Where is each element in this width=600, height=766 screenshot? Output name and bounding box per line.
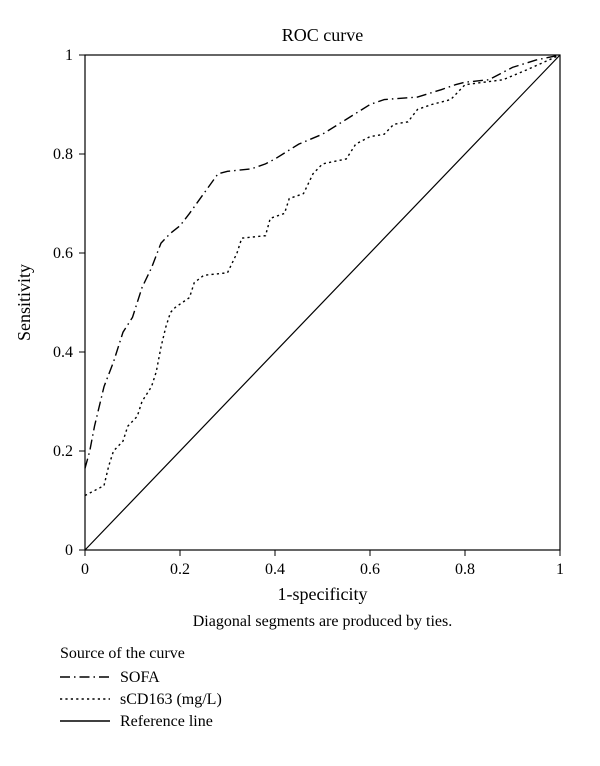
chart-caption: Diagonal segments are produced by ties.	[193, 613, 452, 630]
x-tick-label: 1	[556, 561, 564, 578]
x-tick-label: 0.6	[360, 561, 380, 578]
chart-title: ROC curve	[282, 25, 363, 45]
y-tick-label: 0.2	[53, 443, 73, 460]
x-tick-label: 0.2	[170, 561, 190, 578]
y-tick-label: 0.6	[53, 245, 73, 262]
y-tick-label: 0	[65, 542, 73, 559]
series-sofa	[85, 55, 560, 468]
series-scd163	[85, 55, 560, 496]
chart-svg: 0 0.2 0.4 0.6 0.8 1 0 0.2 0.4 0.6 0.8 1 ROC curve 1-s…	[0, 0, 600, 761]
roc-chart: 0 0.2 0.4 0.6 0.8 1 0 0.2 0.4 0.6 0.8 1 ROC curve 1-s…	[0, 0, 600, 761]
y-tick-label: 0.8	[53, 146, 73, 163]
legend-label: sCD163 (mg/L)	[120, 691, 222, 708]
legend-title: Source of the curve	[60, 645, 185, 662]
x-axis-label: 1-specificity	[278, 584, 368, 604]
y-axis-label: Sensitivity	[14, 264, 34, 341]
y-tick-label: 0.4	[53, 344, 73, 361]
x-tick-label: 0	[81, 561, 89, 578]
x-tick-label: 0.4	[265, 561, 285, 578]
x-tick-label: 0.8	[455, 561, 475, 578]
legend-label: Reference line	[120, 713, 213, 730]
legend-label: SOFA	[120, 669, 160, 686]
y-tick-label: 1	[65, 47, 73, 64]
series-reference	[85, 55, 560, 550]
